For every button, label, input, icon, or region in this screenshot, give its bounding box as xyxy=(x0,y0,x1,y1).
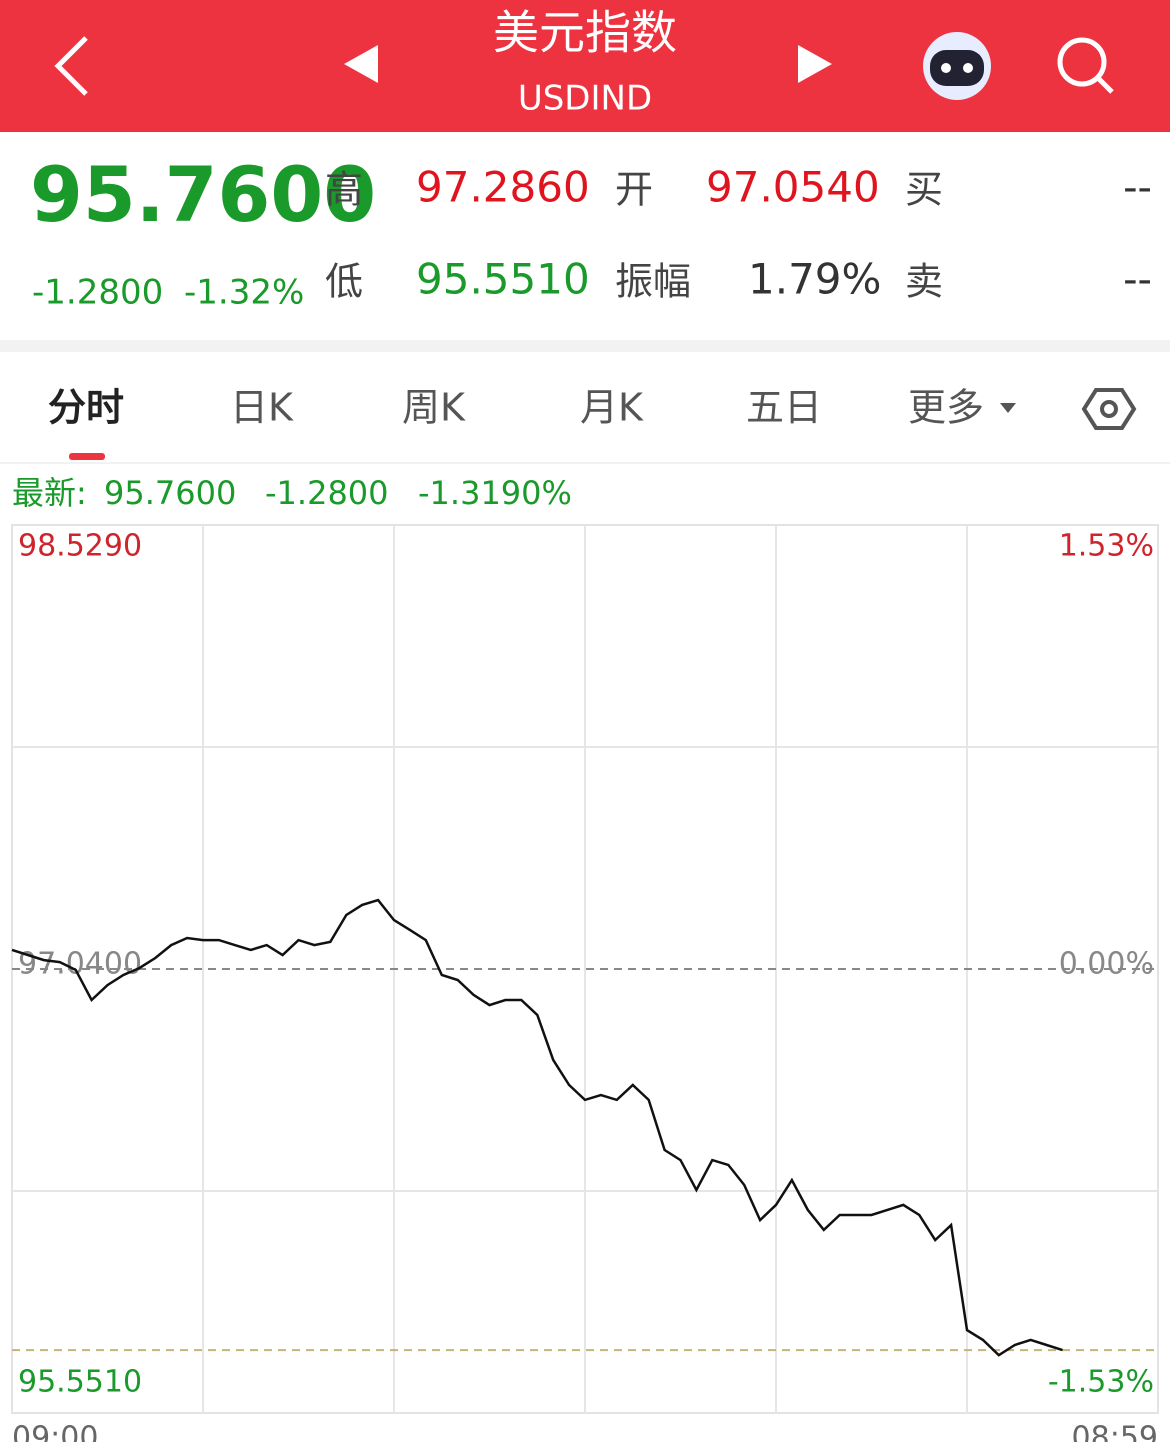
label: 高 xyxy=(325,168,363,212)
robot-button[interactable] xyxy=(923,32,991,100)
tab[interactable]: 分时 xyxy=(48,386,124,430)
y2-tick-label: 0.00% xyxy=(1059,947,1154,982)
y2-tick-label: 1.53% xyxy=(1059,529,1154,564)
back-button[interactable] xyxy=(54,36,88,96)
value: 95.5510 xyxy=(416,255,590,304)
label: 卖 xyxy=(905,260,943,304)
tab-bar: 分时 日K 周K 月K 五日 更多 xyxy=(48,386,984,430)
value: 97.0540 xyxy=(706,163,880,212)
divider xyxy=(0,340,1170,352)
title: 美元指数 xyxy=(493,6,677,60)
tab[interactable]: 日K xyxy=(230,386,294,430)
settings-icon xyxy=(1100,400,1118,418)
settings-button[interactable] xyxy=(1081,388,1137,430)
label: 低 xyxy=(325,260,363,304)
next-button[interactable] xyxy=(798,45,832,83)
more-arrow xyxy=(1000,403,1016,413)
label: 振幅 xyxy=(615,260,691,304)
price-line xyxy=(11,898,1063,1357)
tab[interactable]: 周K xyxy=(402,386,466,430)
chart: 98.529097.040095.55101.53%0.00%-1.53%09:… xyxy=(11,524,1159,1446)
price: 95.7600 xyxy=(30,150,376,239)
x-tick-label: 09:00 xyxy=(12,1421,98,1443)
label: 开 xyxy=(615,168,653,212)
search-button[interactable] xyxy=(1057,37,1114,94)
label: 买 xyxy=(905,168,943,212)
latest-change-pct: -1.3190% xyxy=(418,474,572,512)
latest-label: 最新: xyxy=(12,474,87,512)
value: -- xyxy=(1123,165,1152,211)
prev-button[interactable] xyxy=(344,45,378,83)
tab[interactable]: 更多 xyxy=(908,386,984,430)
change: -1.2800 xyxy=(32,273,163,313)
latest-price: 95.7600 xyxy=(104,474,236,512)
tab-indicator xyxy=(69,453,105,460)
latest-change: -1.2800 xyxy=(265,474,389,512)
value: 1.79% xyxy=(748,255,881,304)
y-tick-label: 98.5290 xyxy=(18,529,142,564)
y-tick-label: 95.5510 xyxy=(18,1365,142,1400)
change-pct: -1.32% xyxy=(184,273,304,313)
tab[interactable]: 五日 xyxy=(746,386,822,430)
value: -- xyxy=(1123,257,1152,303)
tab[interactable]: 月K xyxy=(580,386,644,430)
x-tick-label: 08:59 xyxy=(1072,1421,1158,1443)
value: 97.2860 xyxy=(416,163,590,212)
subtitle: USDIND xyxy=(518,79,652,119)
latest-row: 最新: 95.7600 -1.2800 -1.3190% xyxy=(12,474,572,512)
y2-tick-label: -1.53% xyxy=(1048,1365,1154,1400)
